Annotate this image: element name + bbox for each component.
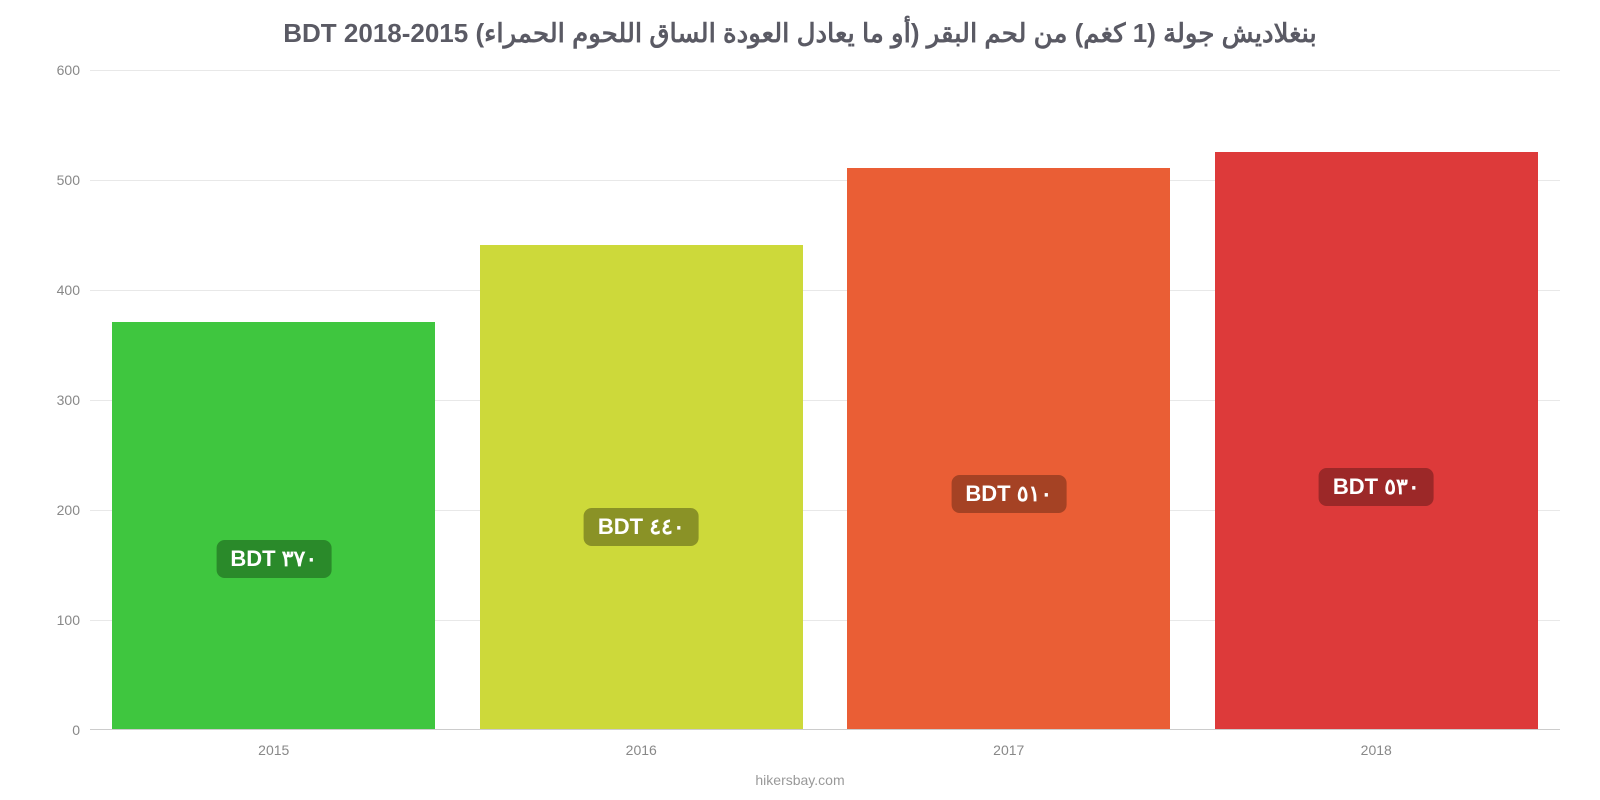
y-tick-label: 300 (57, 392, 80, 408)
chart-container: بنغلاديش جولة (1 كغم) من لحم البقر (أو م… (0, 0, 1600, 800)
bar (480, 245, 803, 729)
bar (112, 322, 435, 729)
bar (847, 168, 1170, 729)
x-tick-label: 2015 (258, 742, 289, 758)
y-tick-label: 100 (57, 612, 80, 628)
bar (1215, 152, 1538, 730)
plot-area (90, 70, 1560, 730)
chart-source: hikersbay.com (0, 772, 1600, 788)
x-tick-label: 2018 (1361, 742, 1392, 758)
y-tick-label: 400 (57, 282, 80, 298)
bar-value-label: ٣٧٠ BDT (216, 540, 331, 578)
y-tick-label: 0 (72, 722, 80, 738)
bar-value-label: ٤٤٠ BDT (584, 508, 699, 546)
bar-value-label: ٥٣٠ BDT (1319, 468, 1434, 506)
y-tick-label: 500 (57, 172, 80, 188)
bar-value-label: ٥١٠ BDT (951, 475, 1066, 513)
chart-title: بنغلاديش جولة (1 كغم) من لحم البقر (أو م… (0, 18, 1600, 49)
y-tick-label: 200 (57, 502, 80, 518)
gridline (90, 70, 1560, 71)
x-tick-label: 2016 (626, 742, 657, 758)
x-tick-label: 2017 (993, 742, 1024, 758)
y-tick-label: 600 (57, 62, 80, 78)
